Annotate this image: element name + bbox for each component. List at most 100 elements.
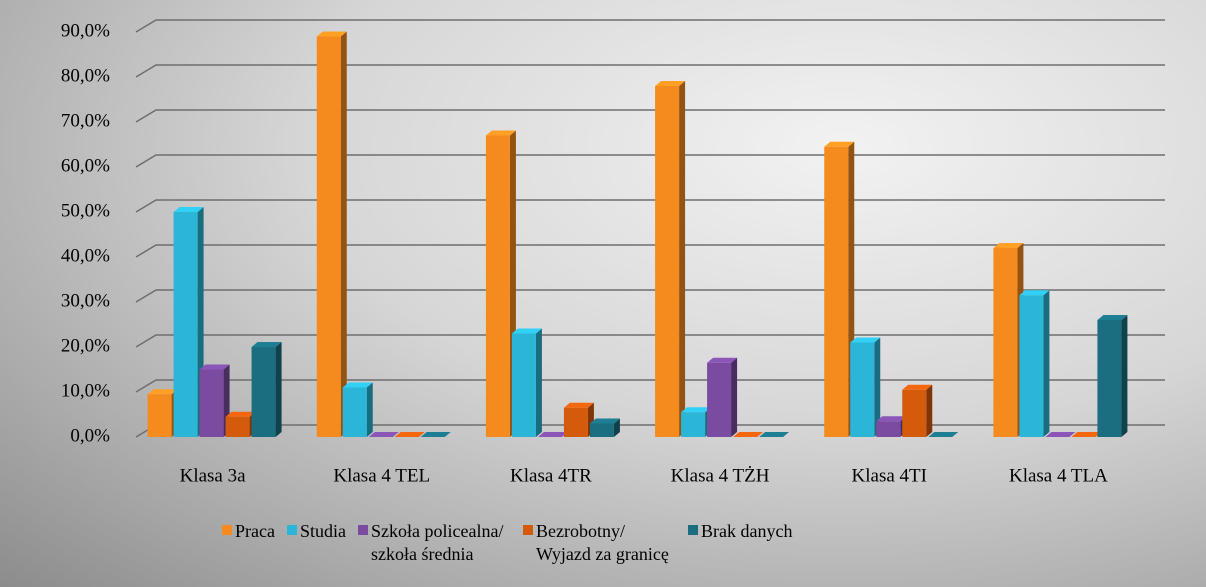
bar: [1045, 432, 1076, 437]
bar-side: [679, 81, 686, 437]
bar-front: [251, 347, 276, 437]
bar-top: [563, 402, 594, 408]
bar-front: [1097, 320, 1122, 437]
bar: [251, 342, 282, 437]
bar: [681, 407, 712, 437]
grid-line: [135, 199, 1165, 213]
x-tick-label: Klasa 4 TEL: [333, 465, 430, 486]
bar-front: [173, 212, 198, 437]
x-tick-label: Klasa 3a: [180, 465, 247, 486]
bar: [485, 130, 516, 437]
bar-front: [199, 369, 224, 437]
bar-side: [926, 384, 933, 437]
bar-top: [199, 364, 230, 370]
y-tick-label: 40,0%: [61, 245, 110, 266]
bar-top: [537, 432, 568, 437]
bar-top: [876, 416, 907, 422]
y-tick-label: 20,0%: [61, 335, 110, 356]
legend-item: Szkoła policealna/ szkoła średnia: [358, 520, 511, 566]
bar: [563, 402, 594, 437]
bar-top: [316, 31, 347, 37]
bar: [1071, 432, 1102, 437]
bar-top: [589, 418, 620, 424]
bar-side: [275, 342, 282, 437]
grid-line: [135, 64, 1165, 78]
legend-item: Brak danych: [688, 520, 792, 566]
y-tick-label: 0,0%: [70, 425, 110, 446]
bar: [655, 81, 686, 437]
legend-swatch: [688, 525, 698, 535]
bar: [993, 243, 1024, 437]
bar: [316, 31, 347, 437]
bar-top: [850, 337, 881, 343]
bar-top: [1071, 432, 1102, 437]
x-tick-label: Klasa 4 TŻH: [671, 465, 770, 486]
bar-side: [613, 418, 620, 437]
bar: [1097, 315, 1128, 437]
bar-side: [874, 337, 881, 437]
bar-top: [824, 141, 855, 147]
bar: [225, 411, 256, 437]
x-tick-label: Klasa 4TI: [852, 465, 927, 486]
bar-side: [535, 328, 542, 437]
bar-front: [655, 86, 680, 437]
bar-top: [420, 432, 451, 437]
bar-side: [1043, 290, 1050, 437]
y-tick-label: 10,0%: [61, 380, 110, 401]
bar-front: [316, 36, 341, 437]
bar-top: [1045, 432, 1076, 437]
bar: [589, 418, 620, 437]
bar-side: [1121, 315, 1128, 437]
legend-item: Bezrobotny/ Wyjazd za granicę: [523, 520, 676, 566]
bar-top: [733, 432, 764, 437]
x-tick-label: Klasa 4TR: [510, 465, 592, 486]
bar: [199, 364, 230, 437]
bar: [759, 432, 790, 437]
legend-swatch: [222, 525, 232, 535]
bar-front: [485, 135, 510, 437]
legend-label: Praca: [235, 521, 275, 541]
bar-front: [902, 389, 927, 437]
bar-front: [589, 423, 614, 437]
bar-top: [681, 407, 712, 413]
legend-label: Studia: [299, 521, 346, 541]
legend-item: Studia: [286, 520, 346, 566]
bar-top: [511, 328, 542, 334]
bar-top: [928, 432, 959, 437]
grid-line: [135, 109, 1165, 123]
bar: [537, 432, 568, 437]
bar-top: [902, 384, 933, 390]
bar-top: [1097, 315, 1128, 320]
bar-front: [563, 407, 588, 437]
bar-front: [681, 412, 706, 437]
legend-item: Praca: [222, 520, 275, 566]
legend-label: Bezrobotny/ Wyjazd za granicę: [536, 521, 669, 564]
bar: [420, 432, 451, 437]
bar-front: [707, 362, 732, 437]
bar-front: [876, 421, 901, 437]
x-tick-label: Klasa 4 TLA: [1009, 465, 1108, 486]
bar: [824, 141, 855, 437]
y-tick-label: 30,0%: [61, 290, 110, 311]
bar: [733, 432, 764, 437]
bar: [147, 389, 178, 437]
bar-top: [147, 389, 178, 395]
bar-top: [655, 81, 686, 86]
bar: [876, 416, 907, 437]
grid-line: [135, 19, 1165, 33]
bar-front: [511, 333, 536, 437]
legend-label: Szkoła policealna/ szkoła średnia: [371, 521, 504, 564]
legend-swatch: [358, 525, 368, 535]
bar-top: [993, 243, 1024, 248]
bar-top: [368, 432, 399, 437]
bar: [511, 328, 542, 437]
bar-side: [366, 382, 373, 437]
bar-front: [850, 342, 875, 437]
bar-front: [342, 387, 367, 437]
bar-side: [731, 357, 738, 437]
bar-top: [1019, 290, 1050, 296]
legend-label: Brak danych: [701, 521, 793, 541]
grid-line: [135, 154, 1165, 168]
bar-top: [394, 432, 425, 437]
